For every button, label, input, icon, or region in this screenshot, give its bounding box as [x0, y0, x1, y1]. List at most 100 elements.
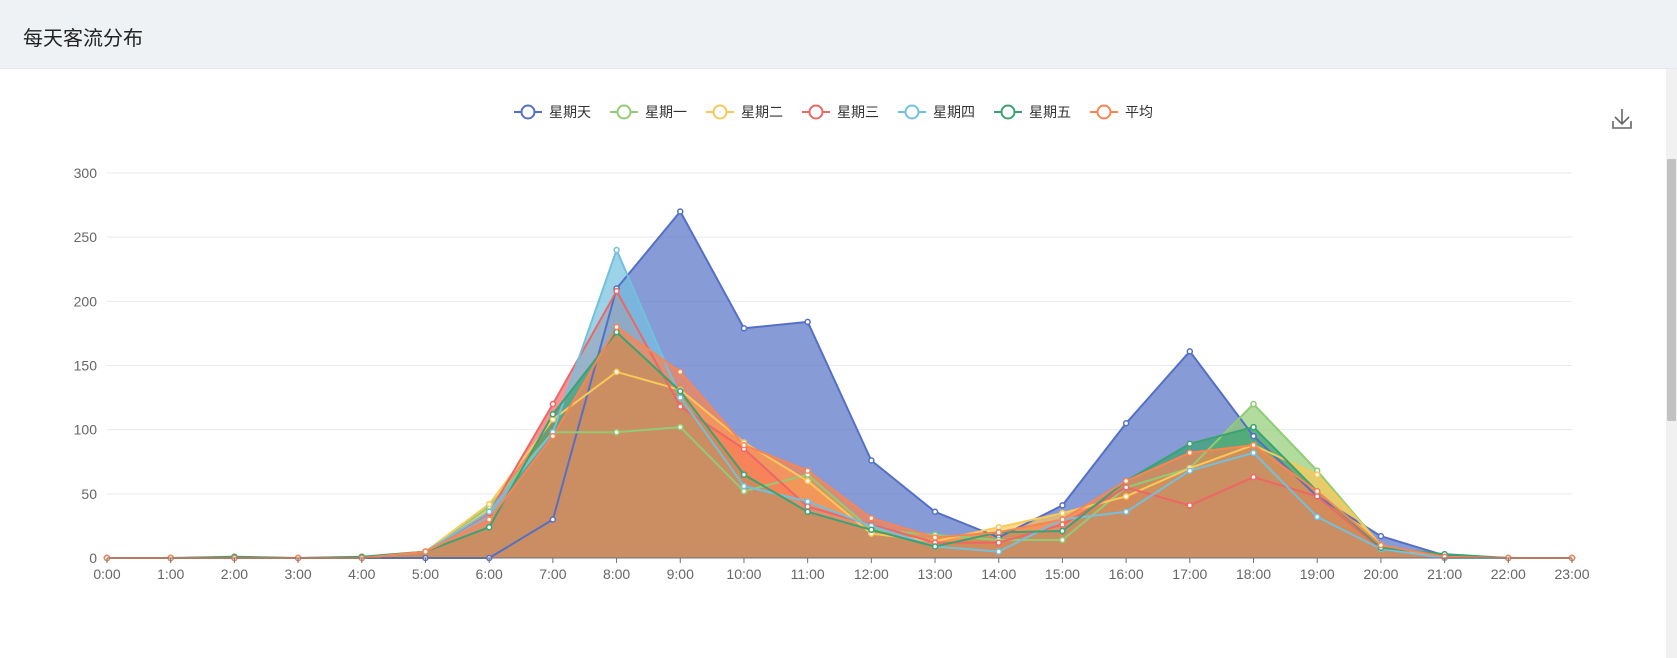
data-point[interactable]: [549, 400, 557, 408]
data-point[interactable]: [1059, 516, 1066, 523]
data-point[interactable]: [1059, 509, 1066, 517]
data-point[interactable]: [1186, 467, 1194, 474]
scrollbar-track[interactable]: [1666, 69, 1677, 658]
legend-item[interactable]: 平均: [1090, 104, 1153, 120]
data-point[interactable]: [1059, 502, 1066, 509]
data-point[interactable]: [931, 508, 939, 516]
legend-item[interactable]: 星期二: [706, 104, 783, 120]
axes: 0 50 100 150 200 250 300 0:00 1:00 2:00 3:00 4:00 5:…: [74, 165, 1590, 582]
data-point[interactable]: [1186, 449, 1194, 457]
legend-symbol: [616, 104, 632, 120]
data-point[interactable]: [1122, 420, 1130, 427]
data-point[interactable]: [549, 416, 557, 423]
data-point[interactable]: [613, 328, 620, 336]
data-point[interactable]: [1250, 423, 1257, 431]
legend-item[interactable]: 星期四: [898, 104, 975, 120]
data-point[interactable]: [995, 539, 1002, 546]
data-point[interactable]: [804, 498, 811, 505]
data-point[interactable]: [677, 387, 684, 395]
x-tick-label: 19:00: [1300, 566, 1335, 582]
legend-item[interactable]: 星期一: [610, 104, 687, 120]
data-point[interactable]: [1250, 400, 1257, 408]
data-point[interactable]: [549, 432, 557, 440]
legend-item[interactable]: 星期三: [802, 104, 879, 120]
data-point[interactable]: [1377, 532, 1385, 540]
data-point[interactable]: [613, 246, 620, 254]
data-point[interactable]: [613, 428, 620, 436]
data-point[interactable]: [804, 467, 811, 474]
data-point[interactable]: [1122, 508, 1130, 516]
data-point[interactable]: [740, 325, 748, 332]
data-point[interactable]: [1313, 471, 1321, 478]
data-point[interactable]: [868, 457, 875, 464]
data-point[interactable]: [485, 500, 493, 508]
data-point[interactable]: [485, 523, 493, 531]
data-point[interactable]: [613, 368, 620, 376]
data-point[interactable]: [995, 529, 1002, 536]
data-point[interactable]: [740, 488, 748, 495]
download-icon[interactable]: [1608, 106, 1636, 134]
data-point[interactable]: [1250, 473, 1257, 481]
data-point[interactable]: [677, 423, 684, 431]
data-point[interactable]: [1377, 541, 1385, 549]
data-point[interactable]: [677, 368, 684, 376]
data-point[interactable]: [485, 516, 493, 523]
data-point[interactable]: [804, 477, 811, 485]
y-tick-label: 50: [81, 486, 97, 502]
data-point[interactable]: [677, 403, 684, 410]
data-point[interactable]: [995, 548, 1002, 555]
legend-item[interactable]: 星期天: [514, 104, 591, 120]
x-tick-label: 5:00: [412, 566, 439, 582]
data-point[interactable]: [1186, 502, 1194, 509]
data-point[interactable]: [740, 471, 748, 478]
data-point[interactable]: [485, 508, 493, 516]
data-point[interactable]: [1186, 440, 1194, 448]
data-point[interactable]: [613, 287, 620, 295]
x-tick-label: 10:00: [726, 566, 761, 582]
x-tick-label: 0:00: [93, 566, 120, 582]
data-point[interactable]: [613, 323, 620, 331]
data-point[interactable]: [740, 482, 748, 490]
x-tick-label: 20:00: [1363, 566, 1398, 582]
data-point[interactable]: [677, 394, 684, 401]
data-point[interactable]: [1250, 449, 1257, 457]
data-point[interactable]: [1122, 477, 1130, 485]
scrollbar-thumb[interactable]: [1667, 159, 1676, 421]
data-point[interactable]: [549, 516, 557, 523]
data-point[interactable]: [995, 523, 1002, 531]
data-point[interactable]: [1250, 432, 1257, 440]
y-tick-label: 100: [74, 422, 98, 438]
data-point[interactable]: [1059, 527, 1066, 535]
data-point[interactable]: [1313, 488, 1321, 495]
legend-item[interactable]: 星期五: [994, 104, 1071, 120]
data-point[interactable]: [804, 318, 811, 326]
x-tick-label: 12:00: [854, 566, 889, 582]
data-point[interactable]: [1313, 513, 1321, 521]
data-point[interactable]: [1313, 493, 1321, 500]
series-area: [107, 327, 1572, 558]
data-point[interactable]: [868, 514, 875, 522]
data-point[interactable]: [1059, 521, 1066, 528]
data-point[interactable]: [422, 548, 429, 555]
data-point[interactable]: [740, 441, 748, 449]
data-point[interactable]: [1122, 484, 1130, 491]
data-point[interactable]: [1122, 493, 1130, 500]
x-tick-label: 4:00: [348, 566, 375, 582]
data-point[interactable]: [931, 534, 939, 541]
data-point[interactable]: [1250, 441, 1257, 449]
legend-label: 星期二: [741, 104, 783, 120]
x-tick-label: 17:00: [1172, 566, 1207, 582]
data-point[interactable]: [549, 411, 557, 418]
data-point[interactable]: [868, 526, 875, 534]
data-point[interactable]: [1059, 536, 1066, 544]
legend-symbol: [1096, 104, 1112, 120]
data-point[interactable]: [804, 508, 811, 516]
data-point[interactable]: [1186, 348, 1194, 355]
legend-symbol: [904, 104, 920, 120]
data-point[interactable]: [677, 208, 684, 215]
data-point[interactable]: [931, 543, 939, 550]
legend-label: 星期三: [837, 104, 879, 120]
legend-label: 星期一: [645, 104, 687, 120]
data-point[interactable]: [804, 503, 811, 510]
